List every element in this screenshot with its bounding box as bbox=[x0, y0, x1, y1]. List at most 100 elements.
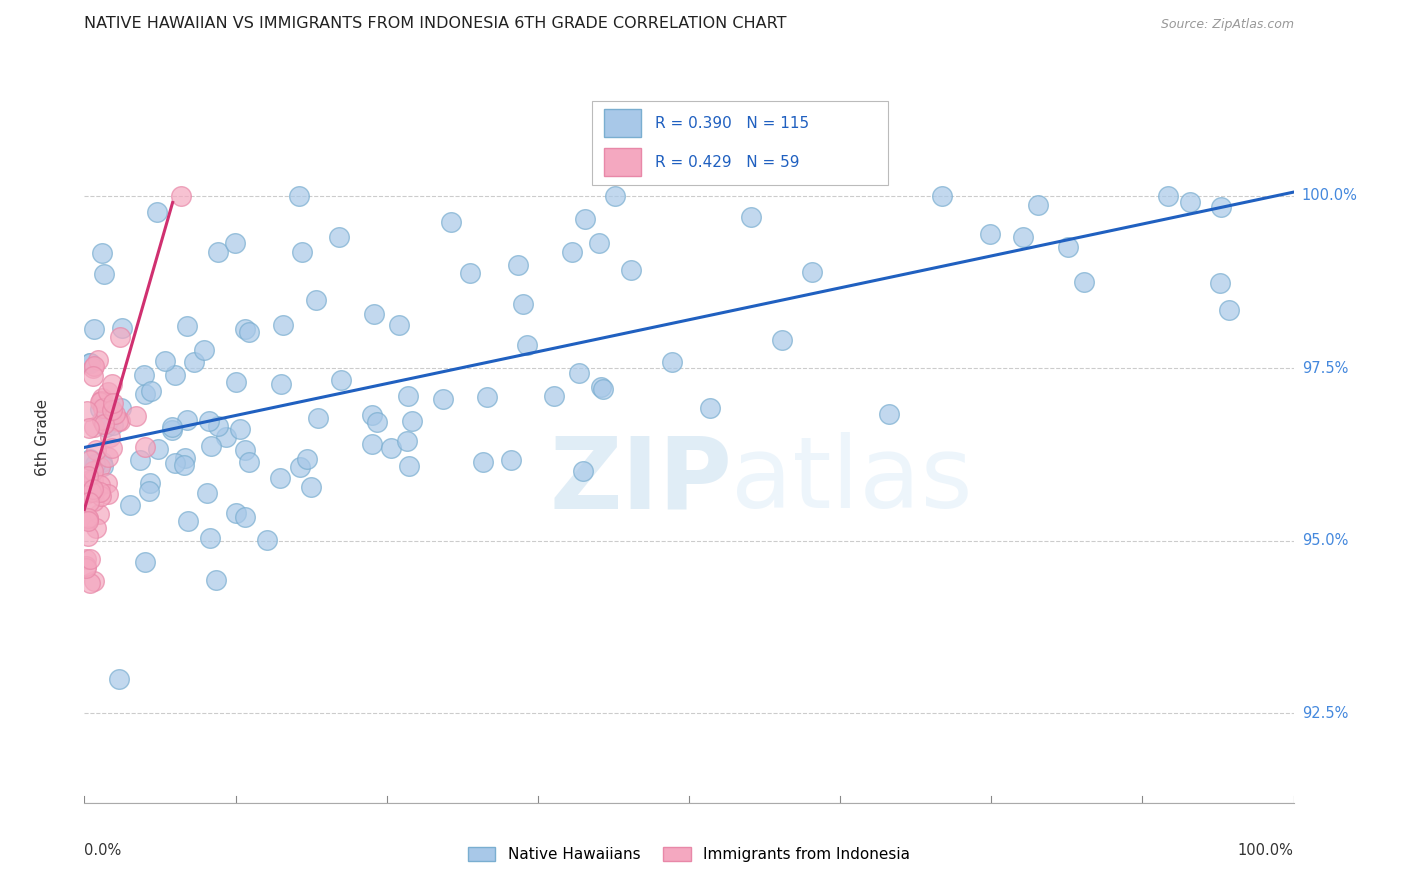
Bar bbox=[605, 148, 641, 176]
Point bbox=[77, 511, 100, 525]
Point bbox=[76, 403, 98, 417]
Point bbox=[299, 480, 322, 494]
Point bbox=[108, 330, 131, 344]
Point bbox=[269, 471, 291, 485]
Text: ZIP: ZIP bbox=[550, 433, 733, 530]
Point bbox=[77, 421, 100, 435]
Point bbox=[89, 484, 111, 499]
Point bbox=[770, 333, 793, 347]
Point bbox=[207, 419, 229, 434]
Point bbox=[120, 498, 142, 512]
Point bbox=[197, 414, 219, 428]
Point bbox=[398, 459, 420, 474]
Point bbox=[89, 401, 111, 416]
Point bbox=[1026, 198, 1049, 212]
Point bbox=[506, 259, 529, 273]
Point bbox=[97, 487, 120, 501]
Point bbox=[82, 464, 104, 478]
Point bbox=[101, 376, 124, 391]
Point bbox=[200, 440, 222, 454]
Point bbox=[83, 494, 105, 508]
Point bbox=[572, 464, 595, 478]
Point bbox=[304, 293, 326, 307]
Point bbox=[77, 529, 100, 543]
Point bbox=[568, 366, 591, 380]
Point bbox=[125, 409, 148, 424]
Point bbox=[82, 474, 104, 488]
Point bbox=[516, 338, 538, 352]
Point bbox=[79, 452, 101, 467]
Point bbox=[512, 297, 534, 311]
Point bbox=[91, 246, 114, 260]
Point bbox=[91, 455, 114, 469]
Point bbox=[740, 210, 762, 224]
Point bbox=[145, 205, 167, 219]
Point bbox=[308, 410, 330, 425]
Point bbox=[84, 521, 107, 535]
Point bbox=[96, 420, 118, 434]
Point bbox=[661, 355, 683, 369]
Point bbox=[176, 413, 198, 427]
Point bbox=[97, 450, 120, 465]
Text: 97.5%: 97.5% bbox=[1302, 360, 1348, 376]
Point bbox=[619, 263, 641, 277]
Point bbox=[93, 267, 115, 281]
Point bbox=[129, 452, 152, 467]
Point bbox=[176, 319, 198, 334]
Point bbox=[110, 401, 132, 415]
Point bbox=[101, 441, 124, 455]
Point bbox=[396, 389, 419, 403]
Text: 92.5%: 92.5% bbox=[1302, 706, 1348, 721]
Point bbox=[475, 390, 498, 404]
Point bbox=[543, 389, 565, 403]
Point bbox=[363, 307, 385, 321]
Point bbox=[98, 430, 121, 444]
Point bbox=[138, 483, 160, 498]
Point bbox=[256, 533, 278, 547]
Point bbox=[79, 576, 101, 591]
Point bbox=[132, 368, 155, 382]
Point bbox=[76, 475, 98, 489]
Text: atlas: atlas bbox=[731, 433, 973, 530]
Text: 95.0%: 95.0% bbox=[1302, 533, 1348, 548]
Point bbox=[207, 244, 229, 259]
Point bbox=[330, 374, 353, 388]
Point bbox=[134, 440, 156, 454]
Point bbox=[200, 531, 222, 545]
Point bbox=[134, 386, 156, 401]
Point bbox=[103, 407, 125, 421]
Point bbox=[224, 235, 246, 250]
Point bbox=[297, 452, 319, 467]
Text: 6th Grade: 6th Grade bbox=[35, 399, 49, 475]
Point bbox=[233, 509, 256, 524]
Point bbox=[589, 379, 612, 393]
Point bbox=[91, 458, 114, 473]
Point bbox=[90, 394, 112, 409]
Text: NATIVE HAWAIIAN VS IMMIGRANTS FROM INDONESIA 6TH GRADE CORRELATION CHART: NATIVE HAWAIIAN VS IMMIGRANTS FROM INDON… bbox=[84, 16, 787, 31]
Point bbox=[77, 494, 100, 508]
Point bbox=[1178, 195, 1201, 210]
Point bbox=[83, 419, 105, 434]
Point bbox=[75, 487, 97, 501]
Text: 0.0%: 0.0% bbox=[84, 843, 121, 858]
Point bbox=[79, 356, 101, 370]
Point bbox=[82, 361, 104, 376]
Point bbox=[89, 477, 111, 491]
Point bbox=[205, 573, 228, 587]
Point bbox=[76, 512, 98, 526]
Point bbox=[472, 455, 495, 469]
Point bbox=[111, 321, 134, 335]
Point bbox=[588, 235, 610, 250]
Point bbox=[225, 375, 247, 389]
Point bbox=[84, 457, 107, 471]
Point bbox=[96, 475, 118, 490]
Point bbox=[82, 369, 104, 384]
Point bbox=[273, 318, 295, 332]
FancyBboxPatch shape bbox=[592, 101, 889, 185]
Point bbox=[76, 512, 98, 526]
Point bbox=[592, 382, 614, 396]
Point bbox=[290, 459, 312, 474]
Point bbox=[458, 266, 481, 280]
Text: 100.0%: 100.0% bbox=[1302, 188, 1358, 203]
Point bbox=[288, 188, 311, 202]
